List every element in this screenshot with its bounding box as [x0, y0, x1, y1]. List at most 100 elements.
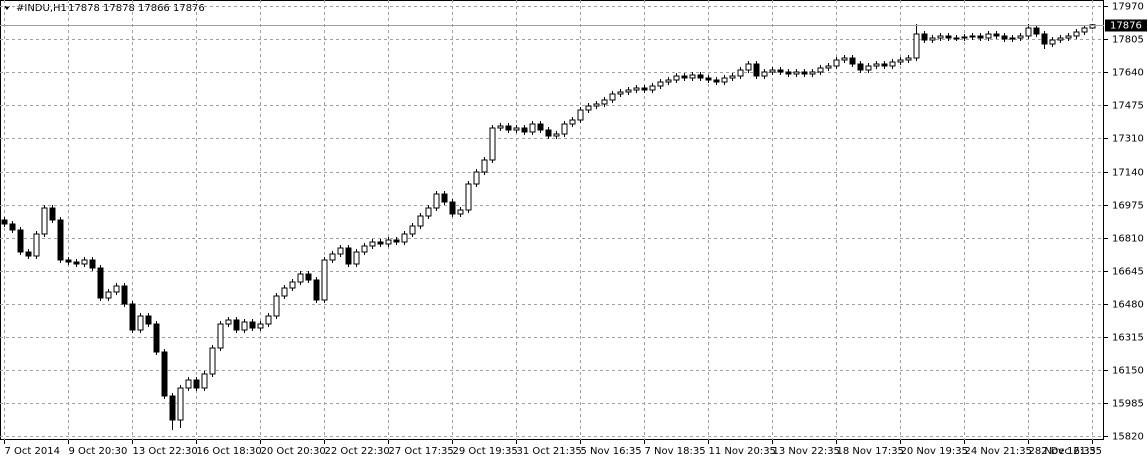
- x-tick-label: 22 Oct 22:30: [325, 446, 390, 457]
- candle-body: [225, 319, 232, 325]
- candle-body: [753, 63, 760, 77]
- y-tick-label: 16150: [1112, 366, 1144, 377]
- candle-body: [905, 57, 912, 61]
- y-tick-label: 15820: [1112, 432, 1144, 443]
- y-tick-label: 17475: [1112, 101, 1144, 112]
- candle-body: [305, 273, 312, 281]
- candle-body: [9, 223, 16, 231]
- candle-body: [545, 129, 552, 137]
- candle-body: [657, 81, 664, 87]
- candle-body: [409, 225, 416, 235]
- y-tick-label: 16810: [1112, 234, 1144, 245]
- x-tick-label: 2 Dec 21:35: [1041, 446, 1102, 457]
- candle-body: [329, 253, 336, 261]
- candle-body: [729, 75, 736, 79]
- candle-body: [57, 219, 64, 261]
- candle-body: [505, 125, 512, 131]
- candle-body: [161, 351, 168, 397]
- candle-body: [345, 247, 352, 265]
- candle-body: [1041, 33, 1048, 45]
- candle-body: [985, 33, 992, 39]
- x-tick-label: 24 Nov 21:35: [965, 446, 1032, 457]
- candle-body: [465, 183, 472, 211]
- candle-body: [113, 285, 120, 293]
- candle-body: [809, 71, 816, 75]
- y-tick-label: 16480: [1112, 300, 1144, 311]
- x-tick-label: 27 Oct 17:35: [389, 446, 454, 457]
- candle-body: [569, 119, 576, 125]
- x-tick-label: 9 Oct 20:30: [69, 446, 128, 457]
- candle-body: [865, 65, 872, 71]
- candle-body: [777, 69, 784, 73]
- candle-body: [1033, 27, 1040, 35]
- candle-body: [361, 245, 368, 253]
- y-tick-label: 17640: [1112, 68, 1144, 79]
- candle-body: [385, 239, 392, 245]
- y-tick-label: 16315: [1112, 333, 1144, 344]
- x-tick-label: 20 Nov 19:35: [901, 446, 968, 457]
- candle-body: [289, 281, 296, 289]
- candle-body: [1065, 35, 1072, 39]
- candle-body: [33, 233, 40, 257]
- chart-title: #INDU,H1: [16, 3, 67, 14]
- candle-body: [681, 75, 688, 79]
- candle-body: [481, 159, 488, 173]
- x-tick-label: 16 Oct 18:30: [197, 446, 262, 457]
- candle-body: [65, 259, 72, 263]
- candle-body: [1009, 37, 1016, 40]
- candle-body: [489, 127, 496, 161]
- candle-body: [977, 35, 984, 39]
- plot-frame: [0, 0, 1104, 440]
- candle-body: [145, 315, 152, 325]
- x-tick-label: 7 Oct 2014: [5, 446, 60, 457]
- candle-body: [441, 193, 448, 203]
- candle-body: [585, 105, 592, 111]
- candle-body: [737, 69, 744, 77]
- candle-body: [1049, 39, 1056, 45]
- candle-body: [697, 74, 704, 79]
- candle-body: [625, 89, 632, 93]
- candle-body: [497, 125, 504, 129]
- candle-body: [513, 127, 520, 131]
- candle-body: [1001, 35, 1008, 40]
- candle-body: [417, 215, 424, 227]
- candle-body: [241, 321, 248, 331]
- candle-body: [673, 75, 680, 81]
- candle-body: [761, 71, 768, 77]
- candle-body: [721, 77, 728, 83]
- candle-body: [553, 133, 560, 137]
- candle-body: [377, 241, 384, 245]
- candle-body: [689, 74, 696, 79]
- candle-body: [1017, 35, 1024, 39]
- x-tick-label: 13 Oct 22:30: [133, 446, 198, 457]
- candle-body: [425, 207, 432, 217]
- x-tick-label: 13 Nov 22:35: [773, 446, 840, 457]
- candle-body: [25, 251, 32, 257]
- candle-body: [105, 291, 112, 299]
- candle-body: [137, 315, 144, 331]
- candle-body: [961, 36, 968, 39]
- candle-body: [257, 323, 264, 329]
- x-tick-label: 31 Oct 21:35: [517, 446, 582, 457]
- candle-body: [1057, 37, 1064, 41]
- y-tick-label: 17140: [1112, 168, 1144, 179]
- candle-body: [353, 251, 360, 265]
- candle-body: [665, 79, 672, 83]
- candle-body: [473, 171, 480, 185]
- candle-body: [41, 207, 48, 235]
- x-tick-label: 7 Nov 18:35: [645, 446, 706, 457]
- x-tick-label: 28 Nov 16:35: [1029, 446, 1096, 457]
- x-tick-label: 29 Oct 19:35: [453, 446, 518, 457]
- y-tick-label: 16975: [1112, 201, 1144, 212]
- candle-body: [873, 63, 880, 67]
- candle-body: [601, 99, 608, 105]
- candle-body: [913, 33, 920, 59]
- candle-body: [17, 229, 24, 253]
- candle-body: [857, 63, 864, 71]
- candle-body: [169, 395, 176, 421]
- x-tick-label: 5 Nov 16:35: [581, 446, 642, 457]
- candle-body: [185, 379, 192, 389]
- candle-body: [193, 379, 200, 389]
- last-price-label: 17876: [1110, 21, 1142, 32]
